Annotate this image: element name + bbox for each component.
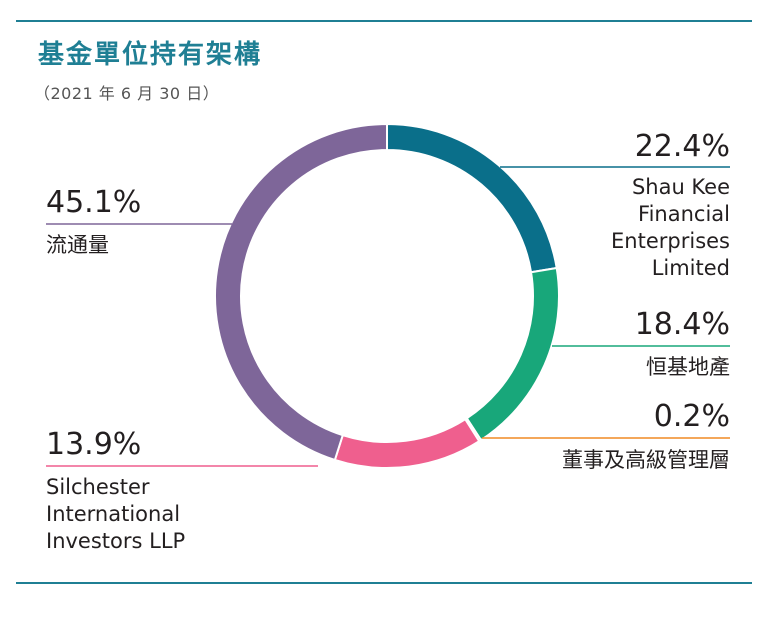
series-label-management: 董事及高級管理層: [562, 448, 730, 472]
bottom-rule: [16, 582, 752, 584]
donut-slices: [214, 122, 560, 469]
label-line: International: [46, 502, 181, 526]
leader-lines: [46, 166, 730, 467]
value-label-management: 0.2%: [653, 399, 730, 434]
label-line: Financial: [638, 202, 730, 226]
value-label-public-float: 45.1%: [46, 185, 142, 220]
series-label-public-float: 流通量: [46, 233, 109, 257]
donut-slice-public-float: [214, 122, 388, 462]
label-line: Silchester: [46, 475, 150, 499]
label-line: Enterprises: [611, 229, 730, 253]
value-label-silchester: 13.9%: [46, 427, 142, 462]
label-line: Shau Kee: [631, 175, 730, 199]
donut-slice-silchester: [333, 417, 481, 469]
chart-subtitle: （2021 年 6 月 30 日）: [34, 84, 220, 103]
series-label-shau-kee: Shau Kee Financial Enterprises Limited: [611, 174, 730, 282]
chart-title: 基金單位持有架構: [38, 40, 263, 70]
donut-slice-henderson: [465, 266, 560, 442]
series-label-henderson: 恒基地產: [646, 355, 730, 379]
series-label-silchester: Silchester International Investors LLP: [46, 474, 185, 555]
value-label-shau-kee: 22.4%: [634, 129, 730, 164]
value-label-henderson: 18.4%: [634, 307, 730, 342]
top-rule: [16, 20, 752, 22]
label-line: Investors LLP: [46, 529, 186, 553]
label-line: Limited: [651, 256, 730, 280]
donut-slice-shau-kee: [386, 122, 558, 274]
